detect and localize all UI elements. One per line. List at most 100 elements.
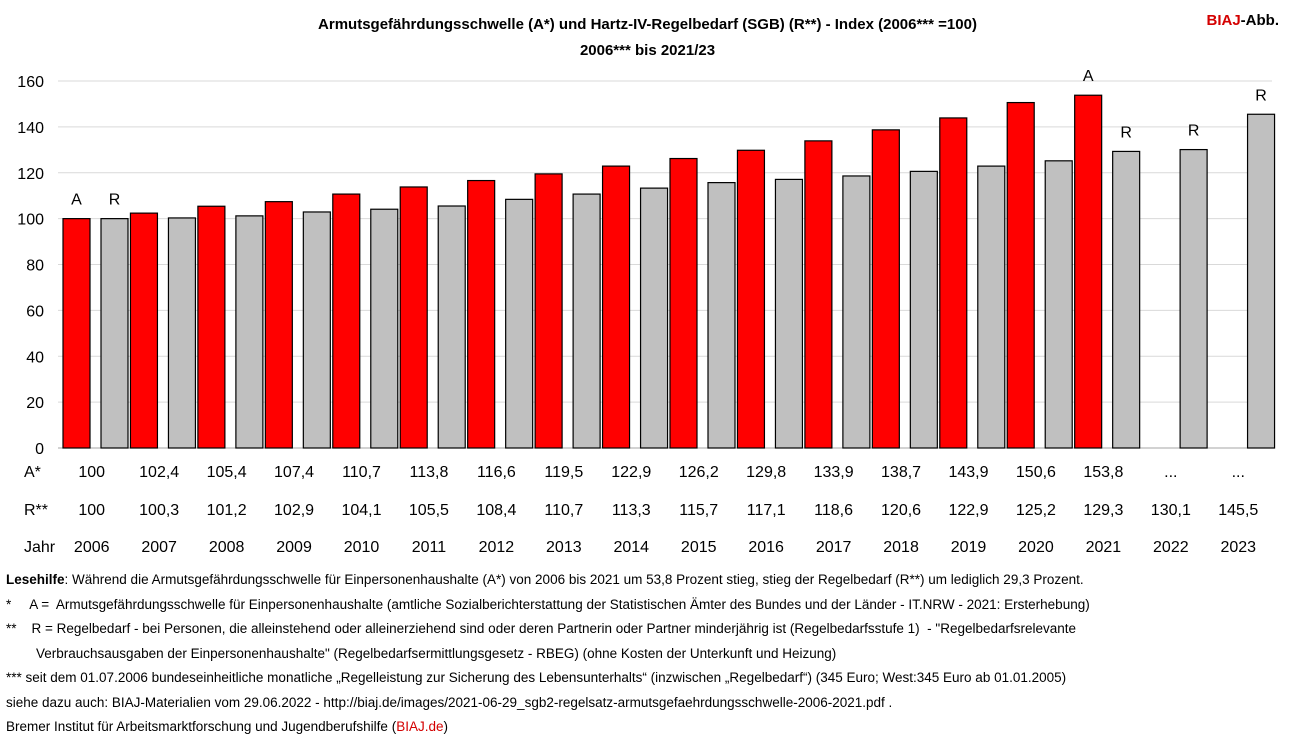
r-value-label: 118,6: [814, 502, 853, 519]
r-value-label: 104,1: [341, 502, 381, 519]
a-value-label: 110,7: [342, 464, 381, 481]
a-value-label: 122,9: [611, 464, 651, 481]
y-tick-label: 60: [26, 303, 44, 320]
bar-a-2014: [601, 165, 631, 449]
bar-a-2012: [467, 179, 496, 449]
chart-title: Armutsgefährdungsschwelle (A*) und Hartz…: [0, 12, 1295, 64]
a-value-label: ...: [1164, 464, 1177, 481]
a-value-label: 153,8: [1083, 464, 1123, 481]
x-tick-label: 2019: [951, 539, 987, 556]
annotation-a-2021: A: [1083, 68, 1094, 85]
bar-a-2017: [804, 140, 833, 449]
annotation-r-2023: R: [1255, 87, 1267, 104]
r-value-label: 100,3: [139, 502, 179, 519]
r-value-label: 120,6: [881, 502, 921, 519]
logo-red-text: BIAJ: [1206, 12, 1241, 29]
a-value-label: 150,6: [1016, 464, 1056, 481]
bar-chart: 0 20 40 60 80 100 120 140 160 A R A R R R A* R** Jahr 100 1…: [17, 68, 1276, 556]
x-tick-label: 2010: [344, 539, 380, 556]
bar-a-2013: [534, 173, 563, 449]
bar-r-2006: [100, 218, 129, 449]
bar-r-2016: [774, 178, 804, 449]
note-1: * A = Armutsgefährdungsschwelle für Einp…: [6, 596, 1090, 612]
bar-r-2007: [167, 217, 197, 449]
bar-r-2022: [1179, 148, 1208, 449]
note-3: *** seit dem 01.07.2006 bundeseinheitlic…: [6, 670, 1067, 685]
a-value-label: 133,9: [814, 464, 854, 481]
y-tick-label: 20: [26, 395, 44, 412]
footer-link[interactable]: BIAJ.de: [396, 719, 444, 734]
r-value-label: 113,3: [612, 502, 651, 519]
r-value-label: 101,2: [207, 502, 247, 519]
bar-r-2019: [977, 165, 1006, 449]
footer-text: Bremer Institut für Arbeitsmarktforschun…: [6, 719, 397, 734]
y-tick-label: 160: [17, 74, 44, 91]
annotation-r-2006: R: [109, 192, 121, 209]
bar-r-2015: [707, 182, 736, 449]
footer-end: ): [443, 719, 448, 734]
bar-r-2023: [1246, 113, 1276, 449]
r-value-label: 117,1: [747, 502, 786, 519]
a-value-label: 129,8: [746, 464, 786, 481]
bar-a-2009: [264, 201, 293, 449]
x-tick-label: 2008: [209, 539, 245, 556]
a-value-label: 126,2: [679, 464, 719, 481]
r-value-label: 122,9: [948, 502, 988, 519]
r-value-label: 102,9: [274, 502, 314, 519]
r-value-label: 125,2: [1016, 502, 1056, 519]
x-tick-label: 2022: [1153, 539, 1189, 556]
a-value-label: 143,9: [948, 464, 988, 481]
x-tick-label: 2016: [748, 539, 784, 556]
bar-a-2010: [332, 193, 361, 449]
r-value-label: 105,5: [409, 502, 449, 519]
r-value-label: 115,7: [679, 502, 718, 519]
bar-r-2020: [1044, 160, 1073, 449]
x-tick-label: 2014: [613, 539, 649, 556]
r-value-label: 110,7: [544, 502, 583, 519]
bar-r-2013: [572, 193, 601, 449]
a-value-label: 100: [78, 464, 105, 481]
bar-a-2016: [736, 149, 766, 449]
footer: Bremer Institut für Arbeitsmarktforschun…: [6, 715, 1286, 740]
y-tick-label: 40: [26, 349, 44, 366]
a-value-label: 116,6: [477, 464, 516, 481]
a-value-label: ...: [1232, 464, 1245, 481]
chart-title-line1: Armutsgefährdungsschwelle (A*) und Hartz…: [318, 16, 977, 33]
row-label-year: Jahr: [24, 539, 56, 556]
x-tick-label: 2020: [1018, 539, 1054, 556]
bar-r-2017: [842, 175, 871, 449]
x-tick-label: 2021: [1086, 539, 1122, 556]
r-value-label: 129,3: [1083, 502, 1123, 519]
bar-r-2009: [302, 211, 331, 449]
y-tick-label: 80: [26, 258, 44, 275]
bar-a-2019: [939, 117, 968, 449]
logo-rest-text: -Abb.: [1240, 12, 1279, 29]
bar-a-2020: [1006, 101, 1035, 449]
row-label-r: R**: [24, 502, 48, 519]
bar-r-2021: [1112, 150, 1141, 449]
annotation-r-2022: R: [1188, 123, 1200, 140]
annotation-a-2006: A: [71, 192, 82, 209]
bar-r-2018: [909, 170, 938, 449]
r-value-label: 100: [78, 502, 105, 519]
biaj-logo: BIAJ-Abb.: [1206, 12, 1279, 29]
note-lesehilfe: Lesehilfe: Während die Armutsgefährdungs…: [6, 568, 1286, 593]
x-tick-label: 2012: [479, 539, 515, 556]
x-tick-label: 2023: [1220, 539, 1256, 556]
row-label-a: A*: [24, 464, 41, 481]
bar-a-2006: [62, 218, 91, 449]
bar-r-2012: [505, 198, 534, 449]
a-value-label: 119,5: [544, 464, 583, 481]
y-tick-label: 140: [17, 120, 44, 137]
bar-a-2007: [129, 212, 159, 449]
chart-title-line2: 2006*** bis 2021/23: [579, 42, 716, 59]
note-2: ** R = Regelbedarf - bei Personen, die a…: [6, 621, 1077, 636]
a-value-label: 105,4: [207, 464, 247, 481]
x-tick-label: 2006: [74, 539, 110, 556]
x-tick-label: 2013: [546, 539, 582, 556]
bar-r-2011: [437, 205, 466, 449]
y-tick-label: 100: [17, 212, 44, 229]
x-tick-label: 2017: [816, 539, 852, 556]
bar-a-2015: [669, 157, 698, 449]
note-4: siehe dazu auch: BIAJ-Materialien vom 29…: [6, 694, 893, 710]
